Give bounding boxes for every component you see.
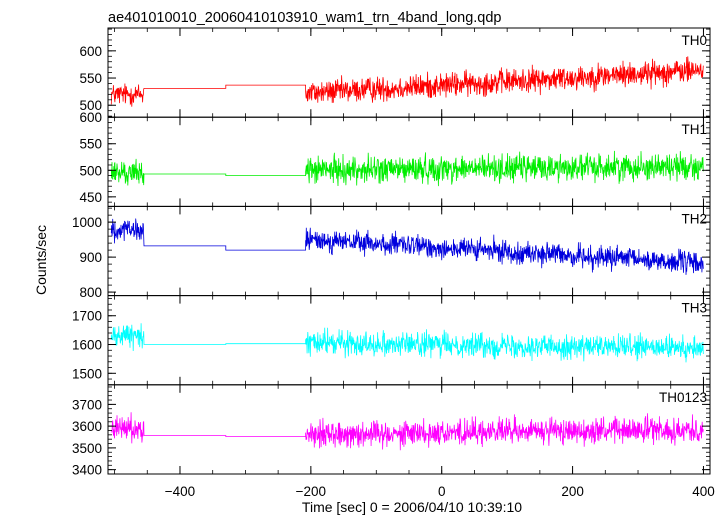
panel-label-th3: TH3: [681, 301, 707, 316]
y-tick-label: 1500: [72, 366, 102, 381]
series-line-th3: [110, 323, 704, 363]
y-tick-label: 500: [79, 163, 102, 178]
panel-label-th0: TH0: [681, 33, 707, 48]
y-tick-label: 1000: [72, 215, 102, 230]
panel-th1: 450 500 550 600 TH1: [79, 110, 711, 207]
y-tick-label: 3400: [72, 463, 102, 478]
y-tick-label: 3700: [72, 397, 102, 412]
x-tick-label: 400: [692, 484, 715, 499]
y-tick-label: 3500: [72, 441, 102, 456]
y-tick-label: 600: [79, 44, 102, 59]
panel-th2: 800 900 1000 TH2: [72, 205, 711, 300]
y-tick-label: 550: [79, 137, 102, 152]
panel-th3: 1500 1600 1700 TH3: [72, 295, 711, 386]
panel-label-th1: TH1: [681, 122, 707, 137]
y-tick-label: 450: [79, 190, 102, 205]
x-axis-label: Time [sec] 0 = 2006/04/10 10:39:10: [302, 499, 522, 515]
series-line-th1: [110, 150, 704, 187]
x-tick-label: 200: [561, 484, 584, 499]
y-tick-label: 550: [79, 71, 102, 86]
panel-frame: [107, 384, 711, 475]
panel-th0: 500 550 600 TH0: [79, 27, 711, 118]
x-tick-label: −400: [165, 484, 195, 499]
panel-th0123: 3400 3500 3600 3700 TH0123: [72, 384, 711, 478]
y-tick-label: 1700: [72, 309, 102, 324]
y-axis-label: Counts/sec: [33, 225, 49, 295]
panels: 500 550 600 TH0 450 500 550 600 TH1 800 900 1000 TH2…: [72, 27, 711, 478]
y-tick-label: 500: [79, 98, 102, 113]
panel-label-th0123: TH0123: [659, 390, 707, 405]
y-tick-label: 900: [79, 250, 102, 265]
series-line-th0123: [111, 412, 704, 451]
y-tick-label: 600: [79, 110, 102, 125]
panel-label-th2: TH2: [681, 211, 707, 226]
x-tick-label: 0: [438, 484, 446, 499]
y-tick-label: 800: [79, 285, 102, 300]
y-tick-label: 1600: [72, 338, 102, 353]
x-axis-tick-labels: −400 −200 0 200 400: [165, 484, 715, 499]
series-line-th2: [110, 218, 704, 275]
y-tick-label: 3600: [72, 419, 102, 434]
chart-title: ae401010010_20060410103910_wam1_trn_4ban…: [108, 10, 501, 26]
x-tick-label: −200: [296, 484, 326, 499]
series-line-th0: [110, 56, 704, 107]
